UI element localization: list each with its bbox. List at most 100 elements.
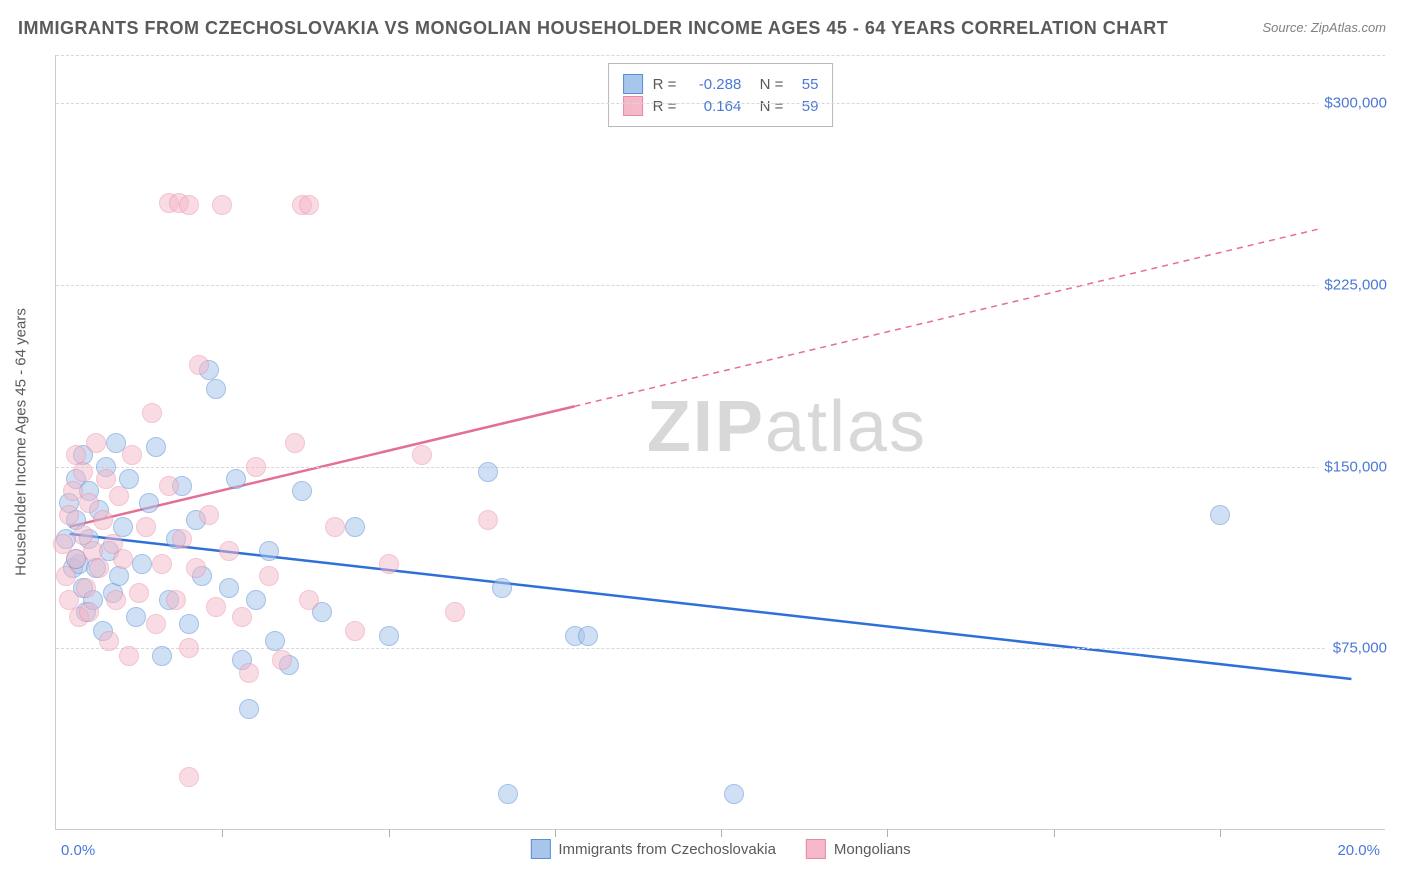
scatter-point-czech <box>146 437 166 457</box>
scatter-point-mongolian <box>212 195 232 215</box>
scatter-point-mongolian <box>186 558 206 578</box>
gridline <box>56 103 1385 104</box>
legend-swatch <box>806 839 826 859</box>
scatter-point-czech <box>578 626 598 646</box>
scatter-point-czech <box>132 554 152 574</box>
legend-label: Immigrants from Czechoslovakia <box>558 841 776 858</box>
scatter-point-czech <box>226 469 246 489</box>
scatter-point-mongolian <box>199 505 219 525</box>
x-tick <box>389 829 390 837</box>
scatter-point-mongolian <box>146 614 166 634</box>
x-axis-min-label: 0.0% <box>61 842 95 859</box>
legend-swatch <box>530 839 550 859</box>
scatter-point-mongolian <box>179 767 199 787</box>
legend-swatch-mongolian <box>623 96 643 116</box>
scatter-point-czech <box>179 614 199 634</box>
x-tick <box>222 829 223 837</box>
x-tick <box>721 829 722 837</box>
scatter-point-czech <box>345 517 365 537</box>
scatter-point-mongolian <box>59 505 79 525</box>
legend-n-label: N = <box>751 76 783 93</box>
legend-stats-box: R = -0.288 N = 55R = 0.164 N = 59 <box>608 63 834 127</box>
scatter-point-czech <box>498 784 518 804</box>
legend-swatch-czech <box>623 74 643 94</box>
bottom-legend-item: Mongolians <box>806 839 911 859</box>
scatter-point-mongolian <box>189 355 209 375</box>
scatter-point-czech <box>379 626 399 646</box>
scatter-point-mongolian <box>119 646 139 666</box>
scatter-point-mongolian <box>325 517 345 537</box>
trend-line-dashed-mongolian <box>574 229 1318 406</box>
y-axis-label: Householder Income Ages 45 - 64 years <box>13 308 30 576</box>
source-label: Source: ZipAtlas.com <box>1262 20 1386 35</box>
y-tick-label: $75,000 <box>1327 638 1393 659</box>
scatter-point-mongolian <box>122 445 142 465</box>
scatter-point-czech <box>265 631 285 651</box>
legend-stats-row-czech: R = -0.288 N = 55 <box>623 74 819 94</box>
gridline <box>56 285 1385 286</box>
bottom-legend-item: Immigrants from Czechoslovakia <box>530 839 776 859</box>
legend-stats-row-mongolian: R = 0.164 N = 59 <box>623 96 819 116</box>
scatter-point-czech <box>126 607 146 627</box>
gridline <box>56 55 1385 56</box>
scatter-point-czech <box>292 481 312 501</box>
scatter-point-czech <box>1210 505 1230 525</box>
legend-n-label: N = <box>751 98 783 115</box>
x-tick <box>887 829 888 837</box>
y-tick-label: $150,000 <box>1318 456 1393 477</box>
scatter-point-mongolian <box>259 566 279 586</box>
scatter-point-czech <box>724 784 744 804</box>
scatter-point-mongolian <box>179 638 199 658</box>
scatter-point-mongolian <box>113 549 133 569</box>
scatter-point-mongolian <box>56 566 76 586</box>
scatter-point-czech <box>492 578 512 598</box>
legend-n-value: 59 <box>793 98 818 115</box>
scatter-point-mongolian <box>219 541 239 561</box>
scatter-point-mongolian <box>136 517 156 537</box>
y-tick-label: $225,000 <box>1318 275 1393 296</box>
scatter-point-mongolian <box>152 554 172 574</box>
scatter-point-mongolian <box>412 445 432 465</box>
x-tick <box>1220 829 1221 837</box>
scatter-point-mongolian <box>93 510 113 530</box>
x-tick <box>555 829 556 837</box>
scatter-point-mongolian <box>142 403 162 423</box>
scatter-point-mongolian <box>79 602 99 622</box>
scatter-point-czech <box>478 462 498 482</box>
scatter-point-mongolian <box>106 590 126 610</box>
scatter-point-mongolian <box>129 583 149 603</box>
scatter-point-mongolian <box>159 476 179 496</box>
chart-title: IMMIGRANTS FROM CZECHOSLOVAKIA VS MONGOL… <box>18 18 1168 39</box>
scatter-point-mongolian <box>478 510 498 530</box>
scatter-point-czech <box>206 379 226 399</box>
x-axis-max-label: 20.0% <box>1337 842 1380 859</box>
x-tick <box>1054 829 1055 837</box>
y-tick-label: $300,000 <box>1318 93 1393 114</box>
scatter-point-mongolian <box>232 607 252 627</box>
scatter-point-mongolian <box>99 631 119 651</box>
scatter-point-mongolian <box>89 558 109 578</box>
scatter-point-czech <box>239 699 259 719</box>
scatter-point-mongolian <box>272 650 292 670</box>
scatter-point-czech <box>109 566 129 586</box>
scatter-point-mongolian <box>76 578 96 598</box>
scatter-point-mongolian <box>96 469 116 489</box>
scatter-point-mongolian <box>109 486 129 506</box>
watermark-thin: atlas <box>765 387 927 467</box>
legend-r-value: 0.164 <box>686 98 741 115</box>
legend-label: Mongolians <box>834 841 911 858</box>
scatter-point-mongolian <box>206 597 226 617</box>
scatter-point-mongolian <box>299 195 319 215</box>
scatter-point-mongolian <box>239 663 259 683</box>
scatter-point-mongolian <box>285 433 305 453</box>
scatter-point-czech <box>152 646 172 666</box>
watermark: ZIPatlas <box>647 386 927 468</box>
scatter-point-mongolian <box>345 621 365 641</box>
legend-r-label: R = <box>653 76 677 93</box>
scatter-point-mongolian <box>166 590 186 610</box>
scatter-point-mongolian <box>79 493 99 513</box>
scatter-point-mongolian <box>445 602 465 622</box>
legend-n-value: 55 <box>793 76 818 93</box>
scatter-point-mongolian <box>73 462 93 482</box>
bottom-legend: Immigrants from Czechoslovakia Mongolians <box>530 839 910 859</box>
